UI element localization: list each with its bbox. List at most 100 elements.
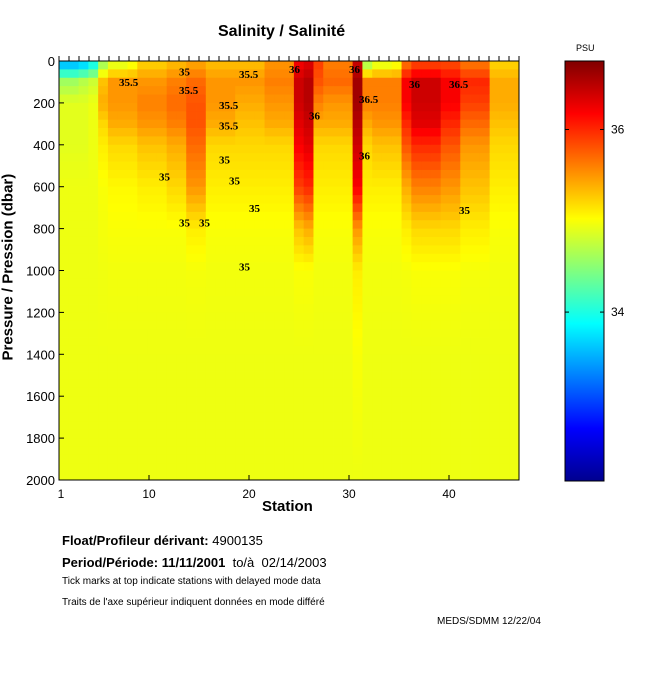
heatmap-cell	[303, 287, 314, 297]
heatmap-cell	[401, 128, 412, 137]
heatmap-cell	[137, 102, 148, 112]
heatmap-cell	[78, 128, 89, 137]
heatmap-cell	[313, 371, 324, 380]
heatmap-cell	[225, 329, 236, 338]
heatmap-cell	[274, 86, 285, 95]
heatmap-cell	[235, 220, 246, 229]
heatmap-cell	[470, 362, 481, 372]
heatmap-cell	[333, 471, 344, 481]
heatmap-cell	[98, 161, 109, 171]
heatmap-cell	[166, 337, 177, 347]
heatmap-cell	[440, 379, 451, 389]
heatmap-cell	[147, 169, 158, 179]
heatmap-cell	[470, 153, 481, 162]
heatmap-cell	[274, 211, 285, 221]
heatmap-cell	[235, 61, 246, 70]
heatmap-cell	[489, 412, 500, 422]
heatmap-cell	[391, 253, 402, 263]
heatmap-cell	[421, 412, 432, 422]
heatmap-cell	[254, 228, 265, 238]
heatmap-cell	[489, 262, 500, 271]
heatmap-cell	[117, 463, 128, 473]
heatmap-cell	[215, 387, 226, 397]
heatmap-cell	[196, 61, 207, 70]
heatmap-cell	[450, 153, 461, 162]
heatmap-cell	[274, 186, 285, 196]
heatmap-cell	[303, 404, 314, 414]
heatmap-cell	[450, 236, 461, 246]
x-tick-label: 20	[242, 487, 256, 501]
heatmap-cell	[411, 312, 422, 322]
heatmap-cell	[303, 253, 314, 263]
heatmap-cell	[254, 329, 265, 338]
heatmap-cell	[499, 278, 510, 288]
heatmap-cell	[372, 454, 383, 464]
heatmap-cell	[166, 463, 177, 473]
heatmap-cell	[499, 463, 510, 473]
heatmap-cell	[293, 329, 305, 338]
heatmap-cell	[264, 77, 275, 87]
heatmap-cell	[303, 94, 314, 104]
heatmap-cell	[421, 77, 432, 87]
heatmap-cell	[293, 203, 305, 213]
heatmap-cell	[401, 102, 412, 112]
heatmap-cell	[352, 454, 363, 464]
heatmap-cell	[333, 128, 344, 137]
heatmap-cell	[381, 94, 393, 104]
heatmap-cell	[509, 220, 520, 229]
heatmap-cell	[313, 102, 324, 112]
heatmap-cell	[352, 119, 363, 129]
heatmap-cell	[137, 354, 148, 364]
heatmap-cell	[107, 86, 119, 95]
heatmap-cell	[401, 429, 412, 439]
heatmap-cell	[391, 371, 402, 380]
heatmap-cell	[460, 178, 471, 188]
heatmap-cell	[391, 429, 402, 439]
heatmap-cell	[68, 362, 79, 372]
heatmap-cell	[470, 320, 481, 330]
heatmap-cell	[391, 438, 402, 447]
heatmap-cell	[333, 312, 344, 322]
heatmap-cell	[244, 86, 256, 95]
heatmap-cell	[313, 186, 324, 196]
heatmap-cell	[274, 421, 285, 431]
heatmap-cell	[235, 304, 246, 313]
heatmap-cell	[225, 429, 236, 439]
heatmap-cell	[147, 454, 158, 464]
heatmap-cell	[107, 371, 119, 380]
heatmap-cell	[362, 421, 373, 431]
heatmap-cell	[225, 144, 236, 154]
heatmap-cell	[381, 69, 393, 79]
heatmap-cell	[284, 312, 295, 322]
heatmap-cell	[117, 278, 128, 288]
heatmap-cell	[460, 128, 471, 137]
heatmap-cell	[352, 304, 363, 313]
heatmap-cell	[381, 128, 393, 137]
heatmap-cell	[127, 387, 138, 397]
heatmap-cell	[352, 345, 363, 355]
heatmap-cell	[156, 295, 168, 305]
heatmap-cell	[215, 270, 226, 280]
heatmap-cell	[479, 136, 491, 146]
heatmap-cell	[430, 111, 442, 121]
heatmap-cell	[254, 144, 265, 154]
heatmap-cell	[381, 421, 393, 431]
heatmap-cell	[196, 270, 207, 280]
heatmap-cell	[489, 404, 500, 414]
heatmap-cell	[509, 228, 520, 238]
heatmap-cell	[460, 304, 471, 313]
heatmap-cell	[352, 161, 363, 171]
heatmap-cell	[254, 270, 265, 280]
heatmap-cell	[137, 438, 148, 447]
period-start: 11/11/2001	[161, 555, 226, 570]
heatmap-cell	[499, 153, 510, 162]
heatmap-cell	[303, 186, 314, 196]
heatmap-cell	[176, 262, 187, 271]
heatmap-cell	[352, 228, 363, 238]
heatmap-cell	[88, 169, 99, 179]
float-line: Float/Profileur dérivant: 4900135	[62, 533, 263, 548]
heatmap-cell	[460, 429, 471, 439]
heatmap-cell	[313, 354, 324, 364]
heatmap-cell	[235, 354, 246, 364]
heatmap-cell	[147, 446, 158, 456]
